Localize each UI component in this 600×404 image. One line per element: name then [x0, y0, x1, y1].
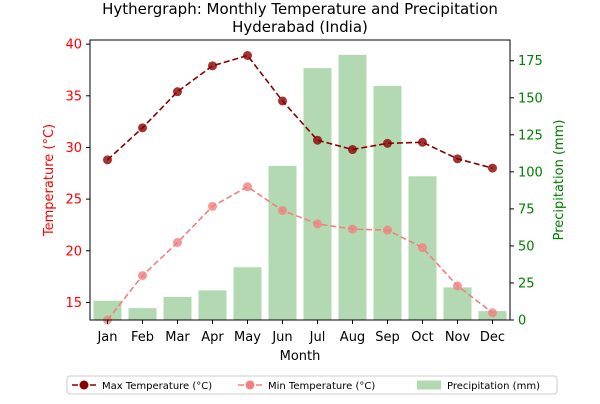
max-temp-line	[106, 54, 493, 169]
y-right-tick-label: 150	[518, 91, 543, 106]
min-temp-point-feb	[138, 271, 147, 281]
x-tick-label-aug: Aug	[340, 330, 365, 345]
legend: Max Temperature (°C) Min Temperature (°C)…	[66, 375, 558, 395]
legend-max-temp-marker	[79, 380, 89, 390]
max-temp-point-nov	[453, 154, 462, 164]
y-left-tick-label: 40	[65, 38, 82, 53]
min-temp-point-mar	[173, 238, 182, 248]
min-temp-point-oct	[418, 243, 427, 253]
x-tick-label-may: May	[234, 330, 261, 345]
x-tick-label-apr: Apr	[201, 330, 224, 345]
max-temp-point-dec	[488, 163, 497, 173]
y-left-tick-label: 15	[65, 296, 82, 311]
x-tick-label-jul: Jul	[309, 330, 326, 345]
legend-min-temp-label: Min Temperature (°C)	[268, 381, 375, 392]
max-temp-point-may	[243, 50, 252, 60]
x-tick-label-oct: Oct	[411, 330, 433, 345]
temperature-lines	[103, 50, 497, 325]
x-axis-label: Month	[280, 349, 321, 364]
y-right-tick-label: 100	[518, 165, 543, 180]
precipitation-bar-sep	[373, 85, 402, 320]
max-temp-point-jan	[103, 155, 112, 165]
precipitation-bars	[93, 54, 507, 320]
y-left-tick-label: 20	[65, 244, 82, 259]
precipitation-bar-jul	[303, 68, 332, 320]
precipitation-bar-aug	[338, 54, 367, 320]
min-temp-point-may	[243, 182, 252, 192]
y-left-tick-label: 25	[65, 193, 82, 208]
min-temp-point-nov	[453, 281, 462, 291]
max-temp-point-mar	[173, 87, 182, 97]
x-tick-label-sep: Sep	[375, 330, 400, 345]
precipitation-bar-nov	[443, 287, 472, 320]
x-tick-label-jan: Jan	[96, 330, 117, 345]
y-left-tick-label: 30	[65, 141, 82, 156]
y-left-tick-label: 35	[65, 89, 82, 104]
min-temp-point-sep	[383, 225, 392, 235]
x-tick-label-jun: Jun	[271, 330, 292, 345]
y-right-tick-label: 125	[518, 128, 543, 143]
max-temp-point-aug	[348, 145, 357, 155]
legend-precipitation-swatch	[417, 380, 441, 390]
y-right-tick-label: 75	[518, 202, 535, 217]
max-temp-point-jun	[278, 96, 287, 106]
y-axis-right-label: Precipitation (mm)	[552, 120, 567, 241]
min-temp-point-apr	[208, 201, 217, 211]
max-temp-point-feb	[138, 123, 147, 133]
max-temp-point-jul	[313, 135, 322, 145]
axes: Jan Feb Mar Apr May Jun Jul Aug Sep Oct Nov Dec 15 20…	[65, 38, 542, 345]
min-temp-line	[106, 185, 493, 321]
y-right-tick-label: 175	[518, 54, 543, 69]
legend-precipitation-label: Precipitation (mm)	[447, 381, 540, 392]
legend-min-temp-marker	[245, 380, 255, 390]
y-right-tick-label: 0	[518, 314, 526, 329]
max-temp-point-apr	[208, 61, 217, 71]
precipitation-bar-jun	[268, 165, 297, 320]
y-right-tick-label: 50	[518, 239, 535, 254]
max-temp-point-oct	[418, 137, 427, 147]
chart-subtitle: Hyderabad (India)	[232, 18, 368, 36]
min-temp-point-aug	[348, 224, 357, 234]
x-tick-label-dec: Dec	[480, 330, 505, 345]
precipitation-bar-mar	[163, 296, 192, 320]
x-tick-label-feb: Feb	[131, 330, 154, 345]
min-temp-point-jun	[278, 205, 287, 215]
precipitation-bar-apr	[198, 290, 227, 320]
precipitation-bar-feb	[128, 308, 157, 320]
chart-title: Hythergraph: Monthly Temperature and Pre…	[102, 0, 498, 18]
max-temp-point-sep	[383, 138, 392, 148]
x-tick-label-mar: Mar	[165, 330, 190, 345]
plot-frame	[89, 39, 511, 321]
precipitation-bar-may	[233, 267, 262, 320]
legend-max-temp-label: Max Temperature (°C)	[102, 381, 212, 392]
min-temp-point-jul	[313, 219, 322, 229]
y-axis-left-label: Temperature (°C)	[42, 124, 57, 237]
min-temp-point-dec	[488, 308, 497, 318]
x-tick-label-nov: Nov	[445, 330, 471, 345]
precipitation-bar-jan	[93, 300, 122, 320]
y-right-tick-label: 25	[518, 276, 535, 291]
